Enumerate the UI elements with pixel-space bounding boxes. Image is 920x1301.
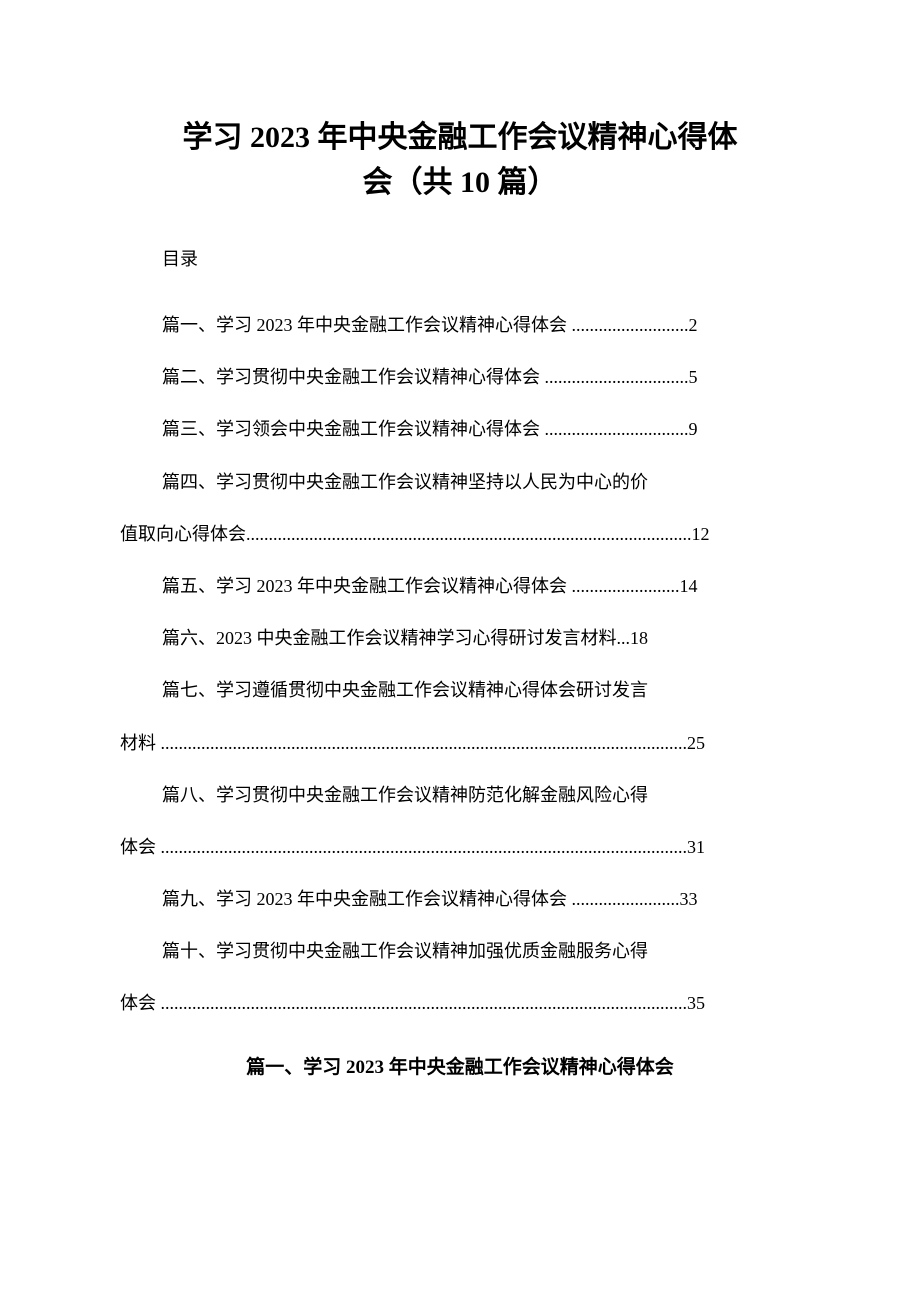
section-heading: 篇一、学习 2023 年中央金融工作会议精神心得体会 — [120, 1052, 800, 1079]
toc-item: 篇五、学习 2023 年中央金融工作会议精神心得体会 .............… — [120, 560, 800, 612]
table-of-contents: 篇一、学习 2023 年中央金融工作会议精神心得体会 .............… — [120, 299, 800, 1030]
toc-item: 篇三、学习领会中央金融工作会议精神心得体会 ..................… — [120, 403, 800, 455]
toc-item-line: 体会 .....................................… — [120, 821, 800, 873]
toc-item: 篇七、学习遵循贯彻中央金融工作会议精神心得体会研讨发言 材料 .........… — [120, 664, 800, 768]
toc-item: 篇八、学习贯彻中央金融工作会议精神防范化解金融风险心得 体会 .........… — [120, 769, 800, 873]
document-page: 学习 2023 年中央金融工作会议精神心得体 会（共 10 篇） 目录 篇一、学… — [0, 0, 920, 1139]
toc-label: 目录 — [162, 245, 800, 271]
toc-item-line: 篇七、学习遵循贯彻中央金融工作会议精神心得体会研讨发言 — [120, 664, 800, 716]
toc-item: 篇十、学习贯彻中央金融工作会议精神加强优质金融服务心得 体会 .........… — [120, 925, 800, 1029]
toc-item: 篇六、2023 中央金融工作会议精神学习心得研讨发言材料...18 — [120, 612, 800, 664]
toc-item: 篇九、学习 2023 年中央金融工作会议精神心得体会 .............… — [120, 873, 800, 925]
title-line-1: 学习 2023 年中央金融工作会议精神心得体 — [120, 115, 800, 160]
toc-item: 篇一、学习 2023 年中央金融工作会议精神心得体会 .............… — [120, 299, 800, 351]
toc-item-line: 篇四、学习贯彻中央金融工作会议精神坚持以人民为中心的价 — [120, 456, 800, 508]
document-title: 学习 2023 年中央金融工作会议精神心得体 会（共 10 篇） — [120, 115, 800, 205]
toc-item-line: 值取向心得体会.................................… — [120, 508, 800, 560]
toc-item-line: 体会 .....................................… — [120, 977, 800, 1029]
toc-item: 篇四、学习贯彻中央金融工作会议精神坚持以人民为中心的价 值取向心得体会.....… — [120, 456, 800, 560]
toc-item-line: 篇十、学习贯彻中央金融工作会议精神加强优质金融服务心得 — [120, 925, 800, 977]
toc-item-line: 篇八、学习贯彻中央金融工作会议精神防范化解金融风险心得 — [120, 769, 800, 821]
title-line-2: 会（共 10 篇） — [120, 160, 800, 205]
toc-item: 篇二、学习贯彻中央金融工作会议精神心得体会 ..................… — [120, 351, 800, 403]
toc-item-line: 材料 .....................................… — [120, 717, 800, 769]
